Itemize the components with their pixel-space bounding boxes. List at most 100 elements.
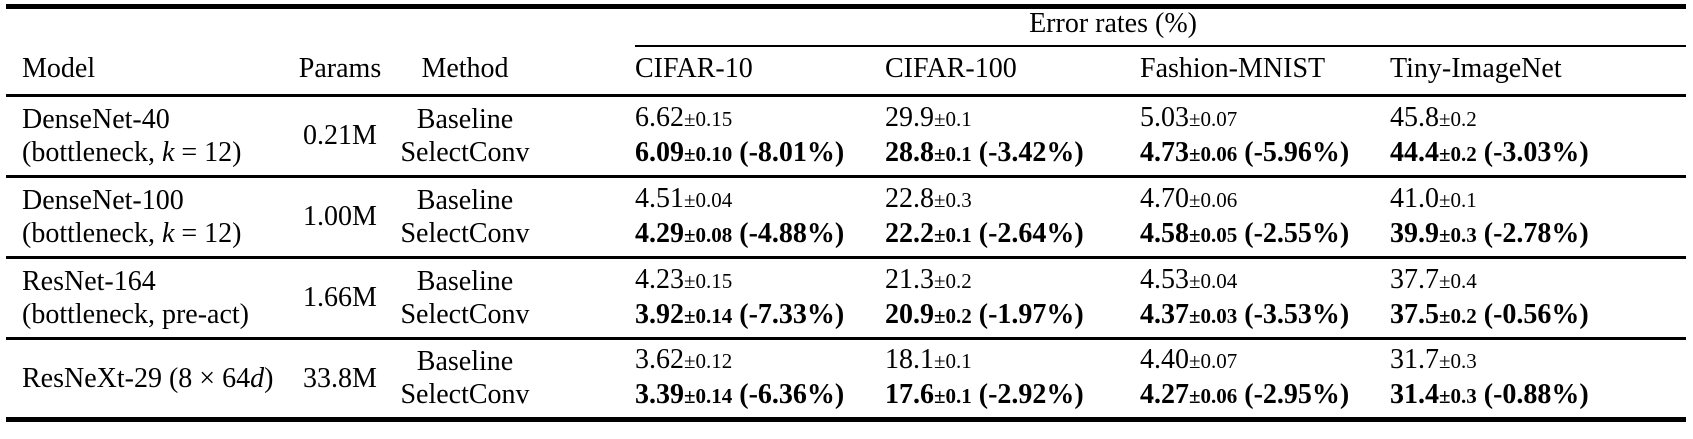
table-row-densenet100: DenseNet-100 (bottleneck, k = 12) 1.00M … (6, 176, 1687, 257)
result-cell-tiny-imagenet: 41.0±0.1 39.9±0.3 (-2.78%) (1382, 176, 1686, 257)
result-cell-cifar100: 22.8±0.3 22.2±0.1 (-2.64%) (877, 176, 1132, 257)
selectconv-std: ±0.10 (684, 141, 733, 166)
method-baseline-label: Baseline (416, 184, 514, 216)
selectconv-std: ±0.05 (1189, 222, 1238, 247)
baseline-std: ±0.15 (684, 268, 733, 293)
baseline-value: 29.9 (885, 101, 934, 133)
baseline-std: ±0.1 (934, 349, 972, 373)
selectconv-result: 3.39±0.14 (-6.36%) (635, 378, 877, 413)
baseline-value: 3.62 (635, 344, 684, 375)
model-config: (bottleneck, k = 12) (22, 217, 290, 250)
selectconv-value: 6.09 (635, 136, 684, 168)
cmid-rule (635, 45, 1687, 47)
baseline-value: 6.62 (635, 101, 684, 133)
selectconv-std: ±0.3 (1439, 384, 1477, 408)
selectconv-result: 4.37±0.03 (-3.53%) (1140, 298, 1382, 333)
baseline-std: ±0.2 (934, 268, 972, 293)
selectconv-result: 4.27±0.06 (-2.95%) (1140, 378, 1382, 413)
selectconv-delta: (-1.97%) (978, 298, 1084, 330)
selectconv-result: 28.8±0.1 (-3.42%) (885, 136, 1132, 171)
baseline-std: ±0.04 (684, 187, 733, 212)
selectconv-value: 44.4 (1390, 136, 1439, 168)
table-row-resnext29: ResNeXt-29 (8 × 64d) 33.8M Baseline Sele… (6, 338, 1686, 419)
column-header-cifar100: CIFAR-100 (877, 47, 1132, 97)
params-cell: 0.21M (290, 95, 390, 176)
column-header-method: Method (390, 47, 540, 97)
selectconv-result: 4.29±0.08 (-4.88%) (635, 217, 877, 252)
baseline-std: ±0.06 (1189, 187, 1238, 212)
selectconv-result: 44.4±0.2 (-3.03%) (1390, 136, 1686, 171)
model-name-close: ) (264, 362, 274, 394)
baseline-result: 45.8±0.2 (1390, 101, 1686, 136)
selectconv-delta: (-8.01%) (739, 136, 845, 168)
result-cell-cifar10: 4.51±0.04 4.29±0.08 (-4.88%) (540, 176, 877, 257)
selectconv-value: 4.29 (635, 217, 684, 249)
selectconv-delta: (-2.55%) (1244, 217, 1350, 249)
method-selectconv-label: SelectConv (400, 136, 530, 168)
selectconv-delta: (-6.36%) (739, 379, 845, 410)
selectconv-result: 39.9±0.3 (-2.78%) (1390, 217, 1686, 252)
baseline-result: 5.03±0.07 (1140, 101, 1382, 136)
selectconv-std: ±0.06 (1189, 384, 1238, 408)
selectconv-std: ±0.2 (1439, 141, 1477, 166)
method-selectconv-label: SelectConv (400, 379, 530, 410)
selectconv-std: ±0.1 (934, 222, 972, 247)
selectconv-std: ±0.3 (1439, 222, 1477, 247)
baseline-value: 41.0 (1390, 182, 1439, 214)
model-cell: DenseNet-100 (bottleneck, k = 12) (6, 176, 290, 257)
baseline-value: 45.8 (1390, 101, 1439, 133)
baseline-result: 41.0±0.1 (1390, 182, 1686, 217)
model-name-text: ResNeXt-29 (8 × 64 (22, 362, 251, 394)
group-header-row: Error rates (%) (6, 7, 1687, 47)
baseline-value: 31.7 (1390, 344, 1439, 375)
params-cell: 1.00M (290, 176, 390, 257)
result-cell-tiny-imagenet: 31.7±0.3 31.4±0.3 (-0.88%) (1382, 338, 1686, 419)
selectconv-std: ±0.2 (1439, 303, 1477, 328)
result-cell-cifar100: 21.3±0.2 20.9±0.2 (-1.97%) (877, 257, 1132, 338)
baseline-value: 4.70 (1140, 182, 1189, 214)
selectconv-std: ±0.1 (934, 384, 972, 408)
error-rates-group-header-cell: Error rates (%) (540, 7, 1687, 47)
selectconv-value: 20.9 (885, 298, 934, 330)
baseline-std: ±0.1 (1439, 187, 1477, 212)
model-cell: ResNet-164 (bottleneck, pre-act) (6, 257, 290, 338)
params-value: 1.00M (303, 201, 377, 232)
method-cell: Baseline SelectConv (390, 338, 540, 419)
selectconv-std: ±0.2 (934, 303, 972, 328)
results-table: Error rates (%) Model Params Method CIFA… (6, 4, 1687, 422)
selectconv-std: ±0.14 (684, 303, 733, 328)
model-config-text: (bottleneck, (22, 217, 162, 249)
result-cell-cifar10: 4.23±0.15 3.92±0.14 (-7.33%) (540, 257, 877, 338)
selectconv-result: 37.5±0.2 (-0.56%) (1390, 298, 1686, 333)
selectconv-delta: (-2.64%) (978, 217, 1084, 249)
selectconv-value: 3.39 (635, 379, 684, 410)
baseline-std: ±0.4 (1439, 268, 1477, 293)
method-selectconv-label: SelectConv (400, 217, 530, 249)
method-cell: Baseline SelectConv (390, 95, 540, 176)
model-name: DenseNet-40 (22, 103, 170, 135)
baseline-result: 18.1±0.1 (885, 343, 1132, 378)
model-config-value: = 12) (174, 217, 242, 249)
selectconv-value: 28.8 (885, 136, 934, 168)
params-value: 0.21M (303, 120, 377, 151)
model-config-var: k (161, 217, 175, 249)
column-header-fashion-mnist: Fashion-MNIST (1132, 47, 1382, 97)
selectconv-value: 17.6 (885, 379, 934, 410)
model-config-var: k (161, 136, 175, 168)
selectconv-std: ±0.08 (684, 222, 733, 247)
baseline-result: 29.9±0.1 (885, 101, 1132, 136)
baseline-std: ±0.07 (1189, 106, 1238, 131)
selectconv-delta: (-0.56%) (1483, 298, 1589, 330)
selectconv-value: 31.4 (1390, 379, 1439, 410)
column-header-row: Model Params Method CIFAR-10 CIFAR-100 F… (6, 47, 1687, 97)
selectconv-value: 39.9 (1390, 217, 1439, 249)
selectconv-value: 3.92 (635, 298, 684, 330)
table-row-densenet40: DenseNet-40 (bottleneck, k = 12) 0.21M B… (6, 95, 1687, 176)
baseline-value: 4.53 (1140, 263, 1189, 295)
model-config: (bottleneck, pre-act) (22, 298, 249, 330)
baseline-value: 21.3 (885, 263, 934, 295)
selectconv-result: 17.6±0.1 (-2.92%) (885, 378, 1132, 413)
selectconv-delta: (-3.03%) (1483, 136, 1589, 168)
selectconv-value: 4.73 (1140, 136, 1189, 168)
model-cell: ResNeXt-29 (8 × 64d) (6, 338, 290, 419)
